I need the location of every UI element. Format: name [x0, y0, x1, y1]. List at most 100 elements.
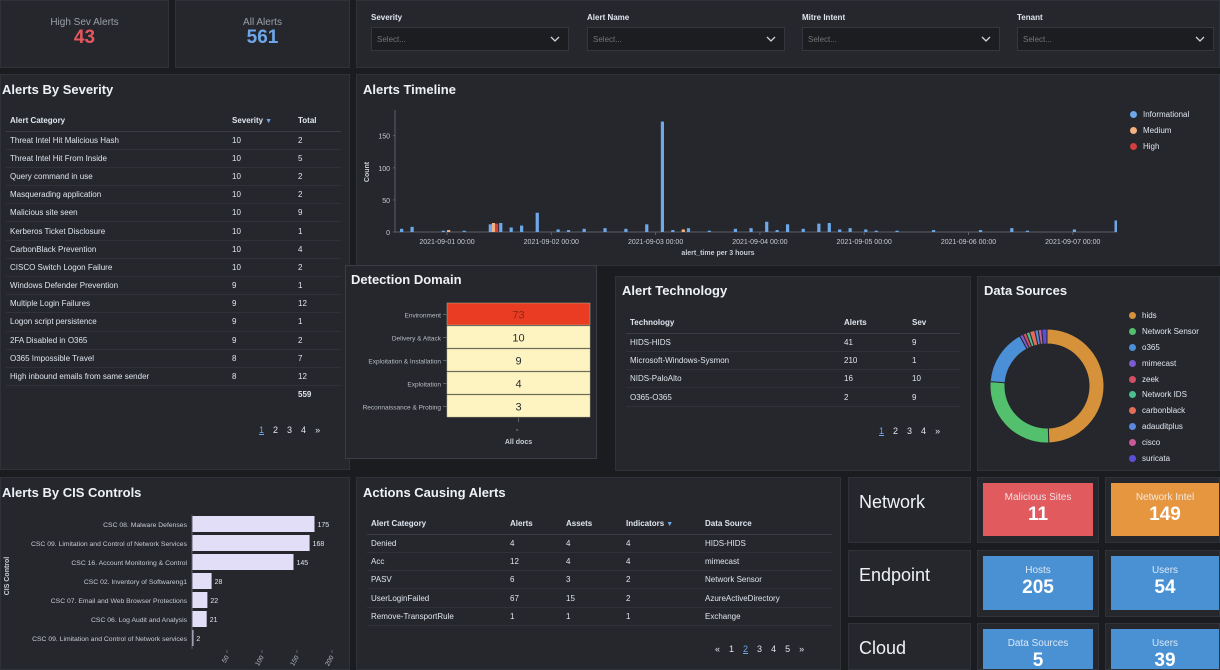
- legend-item[interactable]: Network Sensor: [1129, 324, 1199, 340]
- table-row[interactable]: Microsoft-Windows-Sysmon 210 1: [626, 351, 960, 371]
- timeline-bar: [817, 223, 821, 232]
- legend-item[interactable]: suricata: [1129, 450, 1199, 466]
- chevron-down-icon[interactable]: [980, 33, 992, 45]
- legend-item[interactable]: zeek: [1129, 371, 1199, 387]
- page-link[interactable]: 3: [287, 425, 293, 435]
- page-link[interactable]: 2: [743, 644, 749, 654]
- legend-item[interactable]: adauditplus: [1129, 419, 1199, 435]
- table-row[interactable]: UserLoginFailed 67 15 2 AzureActiveDirectory: [367, 588, 832, 608]
- page-link[interactable]: 2: [893, 426, 899, 436]
- legend-item[interactable]: Network IDS: [1129, 387, 1199, 403]
- page-link[interactable]: 1: [729, 644, 735, 654]
- page-link[interactable]: 1: [259, 425, 265, 435]
- severity-input[interactable]: [372, 28, 568, 50]
- table-row[interactable]: Multiple Login Failures 9 12: [6, 294, 341, 314]
- legend-item[interactable]: High: [1130, 139, 1189, 155]
- table-row[interactable]: HIDS-HIDS 41 9: [626, 333, 960, 352]
- table-cell: PASV: [367, 570, 506, 590]
- legend-swatch: [1129, 438, 1136, 446]
- cloud-users-tile[interactable]: Users 39: [1105, 623, 1220, 670]
- page-link[interactable]: »: [315, 425, 321, 435]
- chevron-down-icon[interactable]: [1194, 33, 1206, 45]
- legend-item[interactable]: Medium: [1130, 123, 1189, 139]
- col-alerts[interactable]: Alerts: [840, 313, 908, 334]
- alert-name-input[interactable]: [588, 28, 784, 50]
- sort-desc-icon[interactable]: ▼: [666, 521, 674, 529]
- table-row[interactable]: Windows Defender Prevention 9 1: [6, 276, 341, 296]
- table-row[interactable]: O365-O365 2 9: [626, 387, 960, 407]
- page-link[interactable]: 4: [921, 426, 927, 436]
- alert-name-select[interactable]: [587, 27, 785, 51]
- data-sources-tile[interactable]: Data Sources 5: [977, 623, 1099, 670]
- page-link[interactable]: 5: [785, 644, 791, 654]
- col-indicators[interactable]: Indicators ▼: [622, 514, 701, 535]
- table-row[interactable]: PASV 6 3 2 Network Sensor: [367, 570, 832, 590]
- legend-item[interactable]: mimecast: [1129, 355, 1199, 371]
- legend-item[interactable]: carbonblack: [1129, 403, 1199, 419]
- table-cell: 4: [622, 552, 701, 572]
- malicious-sites-tile[interactable]: Malicious Sites 11: [977, 477, 1099, 543]
- hosts-tile[interactable]: Hosts 205: [977, 550, 1099, 617]
- table-cell: 8: [228, 349, 294, 368]
- col-sev[interactable]: Sev: [908, 313, 960, 334]
- endpoint-users-tile[interactable]: Users 54: [1105, 550, 1220, 617]
- table-row[interactable]: Masquerading application 10 2: [6, 185, 341, 205]
- table-row[interactable]: Threat Intel Hit Malicious Hash 10 2: [6, 131, 341, 150]
- mitre-intent-select[interactable]: [802, 27, 1000, 51]
- table-row[interactable]: High inbound emails from same sender 8 12: [6, 367, 341, 387]
- table-row[interactable]: CISCO Switch Logon Failure 10 2: [6, 258, 341, 278]
- col-severity[interactable]: Severity ▼: [228, 111, 294, 132]
- tile-value: 54: [1154, 577, 1176, 598]
- col-technology[interactable]: Technology: [626, 313, 840, 334]
- page-link[interactable]: «: [715, 644, 721, 654]
- legend-item[interactable]: Informational: [1130, 107, 1189, 123]
- severity-select[interactable]: [371, 27, 569, 51]
- chevron-down-icon[interactable]: [549, 33, 561, 45]
- table-row[interactable]: Remove-TransportRule 1 1 1 Exchange: [367, 607, 832, 626]
- legend-item[interactable]: cisco: [1129, 434, 1199, 450]
- all-alerts-kpi[interactable]: All Alerts 561: [175, 0, 350, 68]
- table-row[interactable]: Logon script persistence 9 1: [6, 312, 341, 332]
- col-total[interactable]: Total: [294, 111, 341, 132]
- table-row[interactable]: Malicious site seen 10 9: [6, 203, 341, 223]
- page-link[interactable]: 4: [771, 644, 777, 654]
- page-link[interactable]: 2: [273, 425, 279, 435]
- col-alert-category[interactable]: Alert Category: [367, 514, 506, 535]
- col-data-source[interactable]: Data Source: [701, 514, 832, 535]
- table-row[interactable]: Denied 4 4 4 HIDS-HIDS: [367, 534, 832, 553]
- mitre-intent-input[interactable]: [803, 28, 999, 50]
- table-row[interactable]: Threat Intel Hit From Inside 10 5: [6, 149, 341, 168]
- legend-item[interactable]: hids: [1129, 308, 1199, 324]
- table-row[interactable]: NIDS-PaloAlto 16 10: [626, 369, 960, 389]
- timeline-bar: [491, 223, 496, 232]
- sort-desc-icon[interactable]: ▼: [265, 118, 273, 126]
- page-link[interactable]: 3: [907, 426, 913, 436]
- donut-slice: [989, 335, 1028, 384]
- page-link[interactable]: 4: [301, 425, 307, 435]
- table-row[interactable]: 2FA Disabled in O365 9 2: [6, 331, 341, 350]
- col-alerts[interactable]: Alerts: [506, 514, 562, 535]
- x-tick-label: 50: [221, 654, 231, 664]
- table-row[interactable]: Query command in use 10 2: [6, 167, 341, 187]
- table-row[interactable]: O365 Impossible Travel 8 7: [6, 349, 341, 368]
- chevron-down-icon[interactable]: [765, 33, 777, 45]
- page-link[interactable]: »: [935, 426, 941, 436]
- tenant-input[interactable]: [1018, 28, 1213, 50]
- col-alert-category[interactable]: Alert Category: [6, 111, 228, 132]
- legend-item[interactable]: o365: [1129, 340, 1199, 356]
- table-row[interactable]: Kerberos Ticket Disclosure 10 1: [6, 221, 341, 241]
- tenant-select[interactable]: [1017, 27, 1214, 51]
- table-cell: Microsoft-Windows-Sysmon: [626, 351, 840, 371]
- page-link[interactable]: »: [799, 644, 805, 654]
- page-link[interactable]: 3: [757, 644, 763, 654]
- high-sev-kpi[interactable]: High Sev Alerts 43: [0, 0, 169, 68]
- legend-label: hids: [1142, 311, 1157, 321]
- table-row[interactable]: CarbonBlack Prevention 10 4: [6, 240, 341, 259]
- table-row[interactable]: Acc 12 4 4 mimecast: [367, 552, 832, 572]
- y-tick-label: 100: [378, 166, 390, 173]
- network-intel-tile[interactable]: Network Intel 149: [1105, 477, 1220, 543]
- data-sources-donut: [989, 328, 1105, 444]
- table-cell: 2: [622, 588, 701, 608]
- page-link[interactable]: 1: [879, 426, 885, 436]
- col-assets[interactable]: Assets: [562, 514, 622, 535]
